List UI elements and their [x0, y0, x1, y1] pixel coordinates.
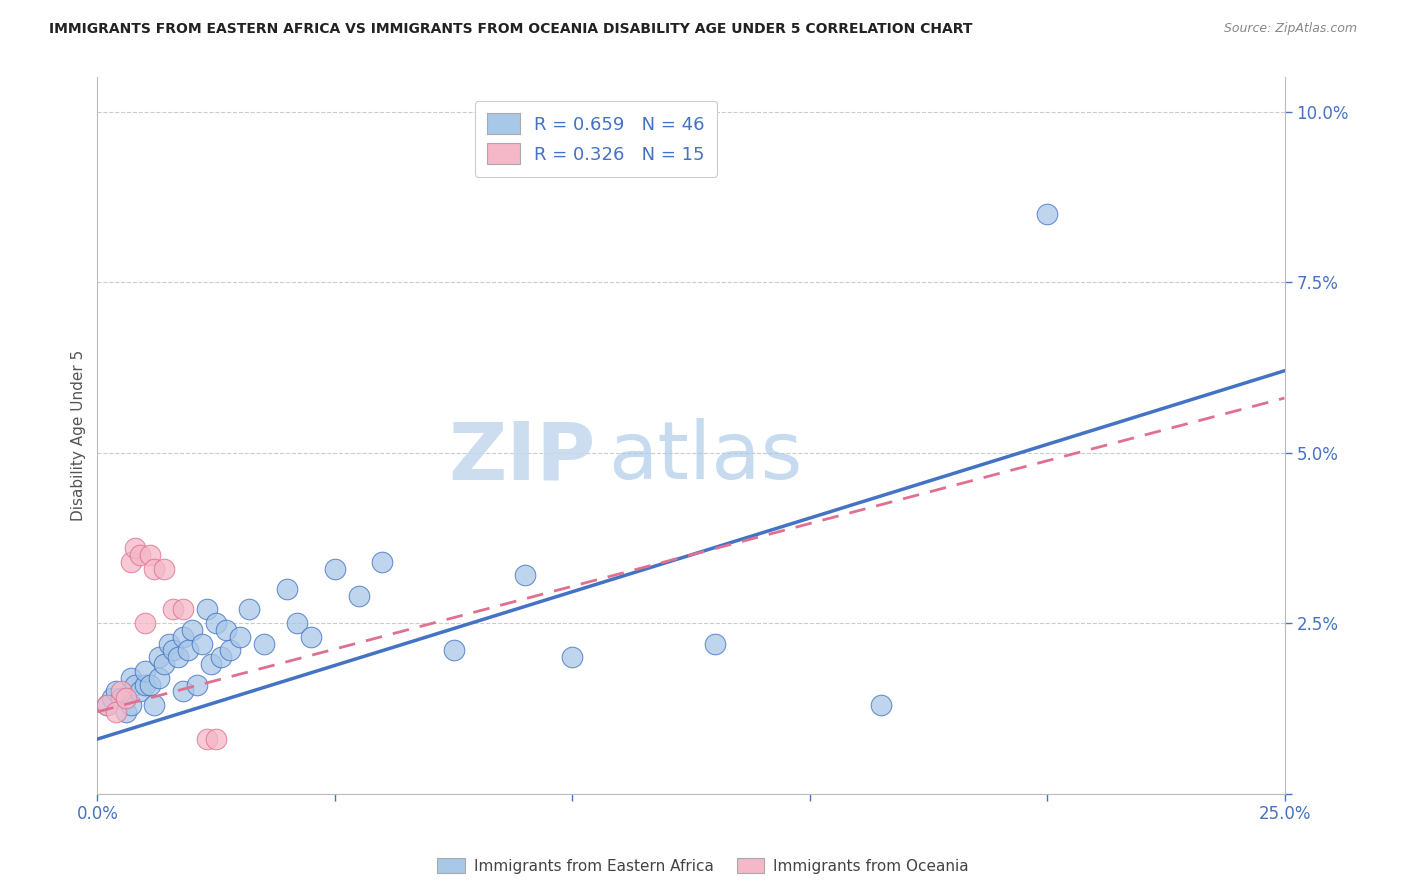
Point	[252, 637, 274, 651]
Point	[285, 616, 308, 631]
Point	[115, 705, 138, 719]
Point	[299, 630, 322, 644]
Point	[172, 602, 194, 616]
Point	[1036, 207, 1059, 221]
Text: Source: ZipAtlas.com: Source: ZipAtlas.com	[1223, 22, 1357, 36]
Point	[124, 541, 146, 555]
Point	[870, 698, 893, 712]
Text: atlas: atlas	[607, 418, 803, 496]
Point	[115, 691, 138, 706]
Point	[229, 630, 252, 644]
Point	[238, 602, 260, 616]
Point	[96, 698, 118, 712]
Point	[120, 671, 142, 685]
Point	[167, 650, 190, 665]
Point	[323, 561, 346, 575]
Point	[143, 561, 166, 575]
Point	[371, 555, 394, 569]
Point	[172, 630, 194, 644]
Point	[162, 602, 184, 616]
Point	[513, 568, 536, 582]
Point	[129, 548, 152, 562]
Point	[148, 650, 170, 665]
Point	[205, 732, 228, 747]
Point	[100, 691, 122, 706]
Point	[134, 677, 156, 691]
Point	[276, 582, 298, 596]
Point	[96, 698, 118, 712]
Point	[181, 623, 204, 637]
Point	[129, 684, 152, 698]
Point	[214, 623, 236, 637]
Point	[143, 698, 166, 712]
Point	[138, 548, 160, 562]
Point	[219, 643, 242, 657]
Y-axis label: Disability Age Under 5: Disability Age Under 5	[72, 350, 86, 521]
Point	[157, 637, 180, 651]
Point	[105, 684, 128, 698]
Point	[153, 561, 176, 575]
Point	[186, 677, 208, 691]
Legend: Immigrants from Eastern Africa, Immigrants from Oceania: Immigrants from Eastern Africa, Immigran…	[432, 852, 974, 880]
Point	[120, 555, 142, 569]
Point	[148, 671, 170, 685]
Point	[347, 589, 370, 603]
Point	[703, 637, 725, 651]
Text: ZIP: ZIP	[449, 418, 596, 496]
Point	[153, 657, 176, 671]
Point	[172, 684, 194, 698]
Point	[561, 650, 583, 665]
Point	[443, 643, 465, 657]
Point	[134, 664, 156, 678]
Point	[176, 643, 198, 657]
Point	[209, 650, 232, 665]
Point	[205, 616, 228, 631]
Point	[105, 705, 128, 719]
Point	[195, 732, 218, 747]
Point	[138, 677, 160, 691]
Point	[110, 691, 132, 706]
Point	[195, 602, 218, 616]
Point	[200, 657, 222, 671]
Point	[191, 637, 214, 651]
Point	[162, 643, 184, 657]
Point	[134, 616, 156, 631]
Point	[124, 677, 146, 691]
Point	[110, 684, 132, 698]
Text: IMMIGRANTS FROM EASTERN AFRICA VS IMMIGRANTS FROM OCEANIA DISABILITY AGE UNDER 5: IMMIGRANTS FROM EASTERN AFRICA VS IMMIGR…	[49, 22, 973, 37]
Legend: R = 0.659   N = 46, R = 0.326   N = 15: R = 0.659 N = 46, R = 0.326 N = 15	[475, 101, 717, 177]
Point	[120, 698, 142, 712]
